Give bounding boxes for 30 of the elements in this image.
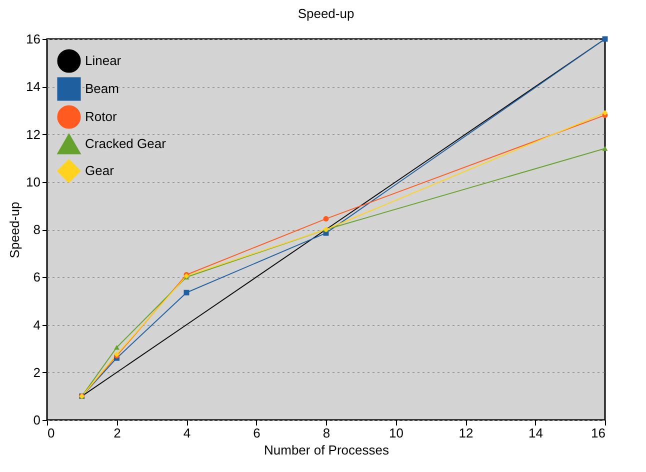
y-tick-label: 16 bbox=[26, 32, 40, 46]
point bbox=[184, 290, 190, 296]
x-tick-label: 0 bbox=[48, 426, 55, 440]
x-tick-label: 12 bbox=[458, 426, 474, 440]
x-tick-label: 2 bbox=[114, 426, 121, 440]
legend-label: Beam bbox=[85, 81, 119, 96]
x-tick-label: 14 bbox=[528, 426, 543, 440]
y-tick-label: 10 bbox=[26, 174, 40, 190]
point bbox=[323, 216, 329, 222]
x-tick-label: 8 bbox=[322, 426, 330, 440]
y-axis-title: Speed-up bbox=[7, 202, 22, 258]
x-tick-label: 10 bbox=[389, 426, 404, 440]
y-tick-label: 8 bbox=[33, 222, 40, 237]
legend-label: Gear bbox=[85, 163, 115, 178]
chart-title: Speed-up bbox=[298, 6, 354, 21]
y-tick-label: 0 bbox=[33, 412, 40, 428]
x-tick-label: 4 bbox=[183, 426, 191, 440]
y-tick-label: 6 bbox=[33, 270, 40, 285]
legend-label: Cracked Gear bbox=[85, 136, 167, 151]
point bbox=[114, 345, 120, 350]
point bbox=[602, 146, 608, 151]
y-tick-label: 14 bbox=[26, 79, 40, 94]
legend-label: Rotor bbox=[85, 109, 118, 124]
y-tick-label: 12 bbox=[26, 126, 40, 142]
y-tick-label: 4 bbox=[33, 317, 40, 332]
legend-label: Linear bbox=[85, 53, 122, 68]
x-axis-title: Number of Processes bbox=[264, 442, 390, 458]
y-tick-label: 2 bbox=[33, 364, 40, 380]
x-tick-label: 16 bbox=[591, 426, 606, 440]
x-tick-label: 6 bbox=[253, 426, 260, 440]
